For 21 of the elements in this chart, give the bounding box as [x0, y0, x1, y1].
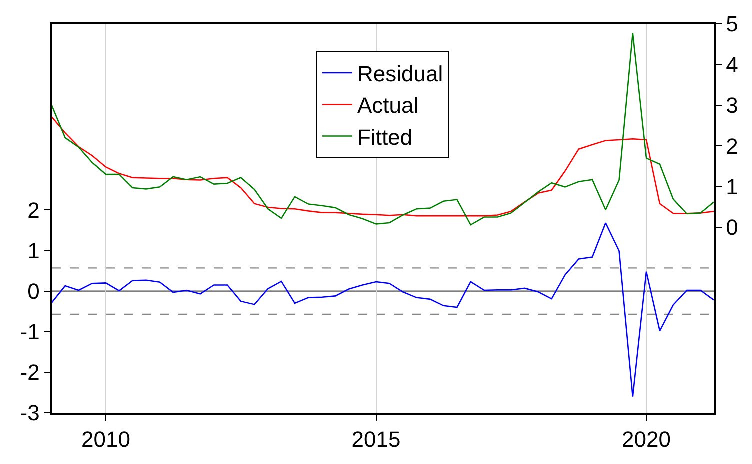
y-tick-label: -3	[20, 400, 40, 426]
y-tick-label: 0	[28, 279, 40, 304]
x-tick-label: 2020	[622, 427, 671, 452]
line-series	[52, 32, 714, 226]
y-tick-label: 1	[28, 238, 40, 264]
y-tick-label: 2	[28, 198, 40, 223]
y2-tick-label: 3	[726, 93, 738, 118]
y-tick-label: -1	[20, 320, 40, 345]
x-tick-label: 2015	[352, 427, 401, 452]
y2-tick-label: 4	[726, 52, 738, 78]
y2-tick-label: 5	[726, 12, 738, 37]
legend-label: Fitted	[358, 124, 413, 150]
y2-tick-label: 0	[726, 215, 738, 240]
y2-tick-label: 1	[726, 174, 738, 200]
y-tick-label: -2	[20, 360, 40, 386]
legend-label: Actual	[358, 93, 419, 118]
x-tick-label: 2010	[82, 427, 130, 452]
line-series	[52, 116, 714, 217]
y2-tick-label: 2	[726, 134, 738, 159]
line-series	[52, 222, 714, 398]
legend-label: Residual	[358, 62, 444, 87]
